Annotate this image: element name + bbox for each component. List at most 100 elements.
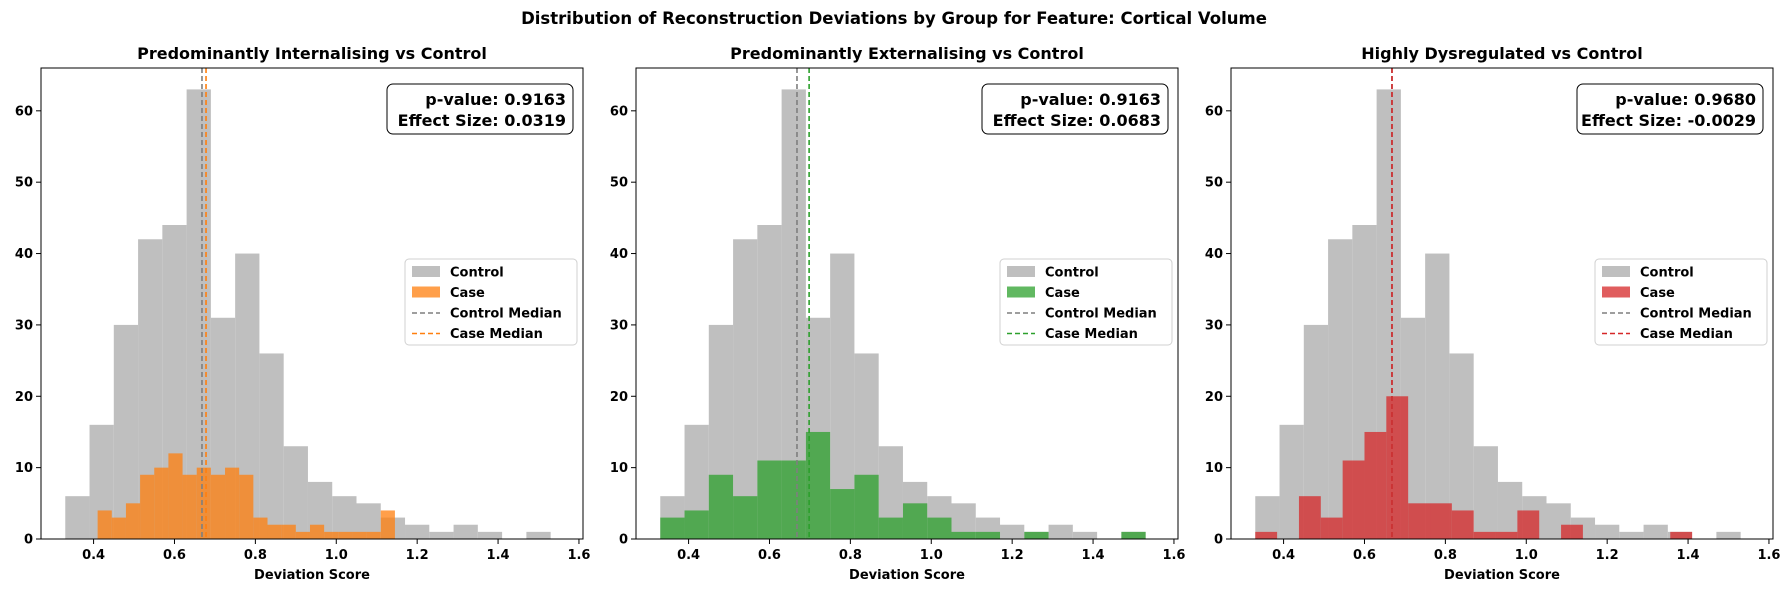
axes-frame — [635, 67, 1179, 540]
figure-suptitle: Distribution of Reconstruction Deviation… — [521, 9, 1267, 28]
x-axis-label: Deviation Score — [254, 568, 370, 583]
legend-case-swatch — [412, 286, 440, 298]
control-histogram-bar — [733, 239, 758, 540]
case-histogram-bar — [125, 503, 141, 539]
y-tick-label: 40 — [15, 247, 33, 262]
control-histogram-bar — [405, 524, 430, 539]
case-histogram-bar — [182, 474, 197, 539]
case-histogram-bar — [225, 467, 240, 539]
case-histogram-bar — [1255, 531, 1278, 539]
x-tick-label: 1.6 — [1757, 548, 1780, 563]
y-tick-label: 10 — [610, 461, 628, 476]
y-tick-label: 40 — [610, 247, 628, 262]
legend: Control Case Control Median Case Median — [999, 258, 1173, 346]
control-histogram-bar — [1072, 531, 1098, 539]
case-histogram-bar — [196, 467, 211, 539]
legend-case-swatch — [1007, 286, 1035, 298]
case-histogram-bar — [1364, 431, 1387, 539]
panel-3: 0.4 0.6 0.8 1.0 1.2 1.4 1.6 0 10 20 30 40 50 60 Highly… — [1205, 44, 1781, 583]
case-histogram-bar — [1561, 524, 1583, 539]
y-tick-label: 30 — [1205, 318, 1223, 333]
case-histogram-bar — [324, 531, 339, 539]
case-histogram-bar — [253, 517, 268, 539]
control-histogram-bar — [1000, 524, 1025, 539]
y-tick-label: 0 — [24, 533, 33, 548]
case-histogram-bar — [902, 503, 928, 539]
legend-control-label: Control — [450, 266, 504, 281]
x-tick-label: 1.2 — [1596, 548, 1619, 563]
control-histogram-bar — [1716, 531, 1741, 539]
control-histogram-bar — [453, 524, 478, 539]
case-histogram-bar — [1430, 503, 1452, 539]
x-tick-label: 1.6 — [1162, 548, 1185, 563]
legend-case-label: Case — [450, 286, 485, 301]
legend-control-median-label: Control Median — [1640, 307, 1752, 322]
x-axis-label: Deviation Score — [849, 568, 965, 583]
x-tick-label: 1.0 — [920, 548, 943, 563]
x-tick-label: 0.4 — [82, 548, 105, 563]
legend-frame — [404, 258, 578, 346]
x-tick-label: 1.0 — [1515, 548, 1538, 563]
case-histogram-bar — [1670, 531, 1693, 539]
x-tick-label: 1.2 — [406, 548, 429, 563]
case-histogram-bar — [1298, 496, 1321, 539]
case-histogram-bar — [281, 524, 296, 539]
stats-box — [386, 83, 574, 135]
case-histogram-bar — [733, 496, 758, 539]
case-histogram-bar — [708, 474, 734, 539]
legend-control-swatch — [1602, 266, 1630, 277]
x-tick-label: 0.6 — [758, 548, 781, 563]
case-histogram-bar — [1024, 531, 1049, 539]
x-tick-label: 1.0 — [325, 548, 348, 563]
legend: Control Case Control Median Case Median — [404, 258, 578, 346]
x-tick-label: 0.8 — [1434, 548, 1457, 563]
case-histogram-bar — [1342, 460, 1365, 539]
axes-frame — [1230, 67, 1774, 540]
panel-2: 0.4 0.6 0.8 1.0 1.2 1.4 1.6 0 10 20 30 40 50 60 Predom… — [610, 44, 1186, 583]
control-histogram-bar — [1595, 524, 1620, 539]
x-tick-label: 0.8 — [839, 548, 862, 563]
effect-size-text: Effect Size: -0.0029 — [1581, 111, 1756, 130]
control-histogram-bar — [283, 446, 308, 539]
y-tick-label: 60 — [1205, 104, 1223, 119]
p-value-text: p-value: 0.9163 — [1020, 90, 1161, 109]
case-histogram-bar — [927, 517, 952, 539]
case-histogram-bar — [660, 517, 685, 539]
y-tick-label: 0 — [1214, 533, 1223, 548]
case-histogram-bar — [805, 431, 831, 539]
legend-case-median-label: Case Median — [450, 327, 543, 342]
legend-case-label: Case — [1045, 286, 1080, 301]
y-tick-label: 50 — [15, 176, 33, 191]
case-histogram-bar — [338, 531, 353, 539]
case-histogram-bar — [951, 531, 976, 539]
y-tick-label: 20 — [610, 390, 628, 405]
x-tick-label: 1.4 — [487, 548, 510, 563]
x-tick-label: 0.4 — [677, 548, 700, 563]
p-value-text: p-value: 0.9163 — [425, 90, 566, 109]
case-histogram-bar — [1121, 531, 1146, 539]
legend-control-swatch — [412, 266, 440, 277]
case-histogram-bar — [352, 531, 367, 539]
control-histogram-bar — [1473, 446, 1498, 539]
y-tick-label: 10 — [15, 461, 33, 476]
x-tick-label: 1.4 — [1082, 548, 1105, 563]
case-histogram-bar — [1451, 510, 1474, 539]
case-histogram-bar — [1408, 503, 1431, 539]
x-tick-label: 0.8 — [244, 548, 267, 563]
case-histogram-bar — [854, 474, 879, 539]
case-histogram-bar — [380, 510, 395, 539]
panels: 0.4 0.6 0.8 1.0 1.2 1.4 1.6 0 10 20 30 40 50 60 Predom… — [15, 44, 1781, 583]
legend-case-swatch — [1602, 286, 1630, 298]
control-histogram-bar — [1425, 253, 1450, 539]
x-tick-label: 1.6 — [567, 548, 590, 563]
panel-1: 0.4 0.6 0.8 1.0 1.2 1.4 1.6 0 10 20 30 40 50 60 Predom… — [15, 44, 591, 583]
axes-frame — [40, 67, 584, 540]
case-histogram-bar — [295, 531, 310, 539]
control-histogram-bar — [429, 531, 454, 539]
case-histogram-bar — [830, 489, 855, 539]
control-histogram-bar — [1619, 531, 1644, 539]
control-histogram-bar — [259, 353, 284, 539]
case-histogram-bar — [1320, 517, 1343, 539]
legend-control-label: Control — [1045, 266, 1099, 281]
